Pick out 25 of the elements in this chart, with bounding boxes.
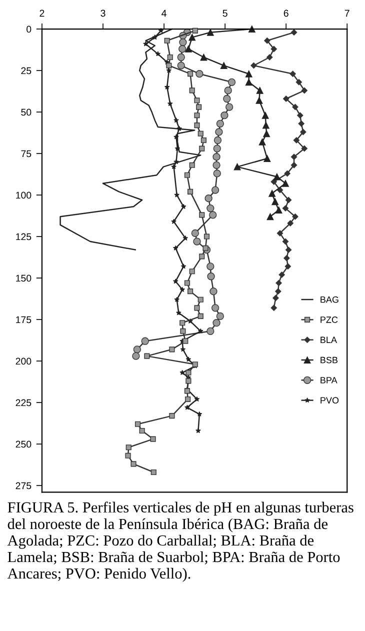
legend-label: BPA (320, 377, 338, 384)
legend-label: BAG (320, 296, 338, 303)
y-tick-label: 225 (16, 399, 32, 406)
y-tick-label: 250 (16, 440, 32, 448)
y-tick-label: 100 (16, 192, 32, 199)
legend-label: BSB (320, 356, 338, 364)
y-tick-label: 25 (21, 67, 32, 74)
text: FIGURA 5. Perfiles verticales de pH en algunas turberas del noroeste de la Península Ibérica (BAG: Braña de Agolada; PZC: Pozo do Carballal; BLA: Braña de Lamela; BSB: Braña de Suarbol; BPA: Braña de Porto Ancares; PVO: Penido Vello). (7, 502, 354, 582)
y-tick-label: 125 (16, 233, 32, 240)
x-tick-label: 5 (222, 10, 228, 17)
x-tick-label: 3 (100, 10, 106, 17)
x-tick-label: 4 (162, 10, 166, 17)
legend-label: PVO (320, 397, 339, 404)
y-tick-label: 175 (16, 316, 32, 324)
y-tick-label: 75 (21, 150, 32, 158)
y-tick-label: 50 (21, 108, 32, 116)
y-tick-label: 150 (16, 274, 32, 282)
legend-label: BLA (320, 336, 337, 343)
y-tick-label: 0 (26, 26, 32, 33)
x-tick-label: 2 (40, 10, 44, 17)
y-tick-label: 275 (16, 482, 32, 490)
y-tick-label: 200 (16, 358, 32, 365)
x-tick-label: 6 (284, 10, 288, 17)
x-tick-label: 7 (344, 10, 350, 17)
legend-label: PZC (320, 316, 338, 323)
